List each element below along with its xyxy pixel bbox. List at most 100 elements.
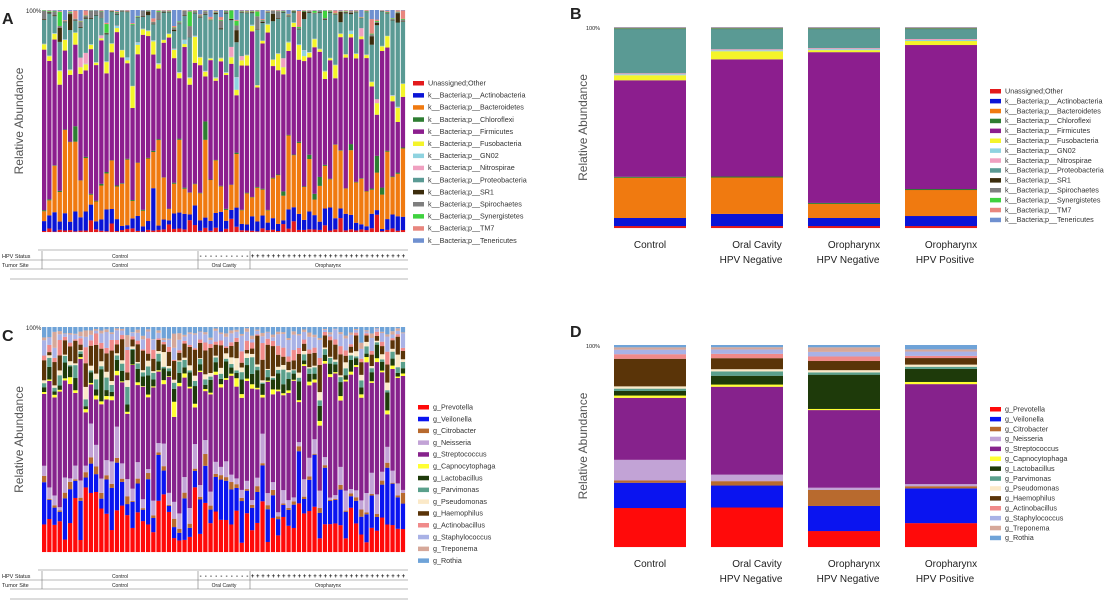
bar-segment-unassigned-other: [354, 230, 359, 233]
hpv-status-mark: +: [303, 574, 307, 580]
bar-segment-g-parvimonas: [276, 369, 281, 374]
bar-segment-g-veilonella: [400, 503, 406, 530]
bar-segment-k-bacteria-p-firmicutes: [94, 65, 99, 201]
bar-segment-g-haemophilus: [156, 339, 161, 352]
bar-segment-unassigned-other: [338, 218, 343, 233]
bar-segment-g-lactobacillus: [338, 382, 343, 397]
bar-segment-g-citrobacter: [229, 482, 234, 490]
bar-segment-g-haemophilus: [57, 355, 62, 371]
bar-segment-k-bacteria-p-sr1: [125, 11, 130, 13]
bar-segment-g-capnocytophaga: [99, 401, 104, 405]
legend-label: g_Staphylococcus: [433, 532, 492, 541]
bar-segment-unassigned-other: [192, 225, 198, 233]
bar-segment-g-pseudomonas: [192, 375, 198, 381]
bar-segment-g-veilonella: [322, 467, 328, 525]
bar-segment-g-haemophilus: [135, 344, 140, 362]
bar-segment-g-lactobacillus: [187, 372, 192, 387]
bar-segment-g-parvimonas: [99, 366, 104, 370]
bar-segment-g-staphylococcus: [213, 330, 218, 342]
bar-segment-g-actinobacillus: [68, 342, 73, 347]
bar-segment-g-lactobacillus: [218, 378, 224, 385]
bar-segment-k-bacteria-p-tenericutes: [260, 10, 265, 20]
bar-segment-k-bacteria-p-bacteroidetes: [260, 189, 265, 216]
bar-segment-g-staphylococcus: [130, 332, 135, 337]
bar-segment-k-bacteria-p-tm7: [385, 10, 390, 12]
bar-segment-g-rothia: [182, 327, 187, 335]
hpv-status-mark: -: [246, 574, 248, 580]
bar-segment-unassigned-other: [229, 218, 234, 233]
bar-segment-k-bacteria-p-actinobacteria: [244, 224, 250, 231]
bar-segment-g-veilonella: [120, 481, 125, 506]
bar-segment-k-bacteria-p-actinobacteria: [395, 216, 400, 231]
bar-segment-g-treponema: [161, 338, 166, 341]
bar-segment-g-pseudomonas: [125, 380, 130, 387]
bar-segment-g-prevotella: [317, 538, 322, 553]
bar-segment-unassigned-other: [302, 229, 307, 233]
bar-segment-g-streptococcus: [166, 376, 172, 493]
bar-segment-g-capnocytophaga: [328, 374, 333, 378]
bar-segment-k-bacteria-p-bacteroidetes: [172, 183, 177, 214]
bar-segment-g-actinobacillus: [286, 356, 291, 362]
tumor-site-group: Oropharynx: [315, 583, 342, 589]
bar-segment-k-bacteria-p-fusobacteria: [151, 41, 156, 55]
bar-segment-k-bacteria-p-fusobacteria: [328, 58, 333, 61]
bar-segment-k-bacteria-p-chloroflexi: [172, 182, 177, 184]
bar-segment-g-neisseria: [265, 493, 270, 506]
bar-segment-g-prevotella: [380, 517, 385, 553]
legend-swatch: [413, 129, 424, 134]
bar-segment-g-parvimonas: [208, 376, 213, 380]
hpv-status-mark: +: [381, 574, 385, 580]
bar-segment-g-streptococcus: [177, 386, 182, 514]
bar-segment-g-citrobacter: [322, 465, 328, 468]
bar-segment-k-bacteria-p-bacteroidetes: [99, 185, 104, 220]
legend-swatch: [413, 153, 424, 159]
legend-swatch: [990, 188, 1001, 193]
bar-segment-g-veilonella: [203, 465, 208, 503]
bar-segment-g-veilonella: [286, 509, 291, 526]
bar-segment-k-bacteria-p-fusobacteria: [172, 49, 177, 59]
bar-segment-k-bacteria-p-chloroflexi: [130, 199, 135, 201]
bar-segment-g-staphylococcus: [276, 334, 281, 346]
bar-segment-g-staphylococcus: [614, 349, 686, 355]
bar-segment-k-bacteria-p-fusobacteria: [218, 58, 224, 62]
bar-segment-k-bacteria-p-fusobacteria: [182, 44, 187, 48]
bar-segment-k-bacteria-p-proteobacteria: [135, 17, 140, 43]
bar-segment-k-bacteria-p-bacteroidetes: [359, 178, 364, 225]
bar-segment-g-lactobacillus: [151, 379, 156, 387]
bar-segment-g-haemophilus: [83, 363, 88, 387]
hpv-status-mark: +: [251, 254, 255, 260]
bar-segment-k-bacteria-p-firmicutes: [286, 50, 291, 135]
bar-segment-k-bacteria-p-bacteroidetes: [250, 197, 255, 217]
bar-segment-k-bacteria-p-gn02: [187, 77, 192, 79]
bar-segment-g-capnocytophaga: [151, 386, 156, 388]
bar-segment-k-bacteria-p-firmicutes: [73, 44, 78, 127]
bar-segment-k-bacteria-p-bacteroidetes: [286, 135, 291, 210]
bar-segment-k-bacteria-p-gn02: [224, 72, 229, 73]
bar-segment-g-streptococcus: [229, 375, 234, 475]
bar-segment-k-bacteria-p-chloroflexi: [114, 185, 120, 187]
bar-segment-k-bacteria-p-spirochaetes: [198, 15, 203, 18]
bar-segment-g-lactobacillus: [905, 368, 977, 382]
bar-segment-k-bacteria-p-actinobacteria: [125, 225, 130, 229]
bar-segment-k-bacteria-p-proteobacteria: [52, 16, 57, 34]
bar-segment-k-bacteria-p-firmicutes: [291, 26, 296, 155]
bar-segment-k-bacteria-p-proteobacteria: [156, 19, 161, 64]
bar-segment-g-rothia: [808, 345, 880, 348]
bar-segment-g-rothia: [255, 327, 260, 330]
bar-segment-g-citrobacter: [276, 516, 281, 520]
bar-segment-g-parvimonas: [354, 356, 359, 359]
hpv-status-mark: +: [251, 574, 255, 580]
bar-segment-k-bacteria-p-tenericutes: [177, 10, 182, 22]
bar-segment-g-actinobacillus: [94, 333, 99, 345]
bar-segment-k-bacteria-p-actinobacteria: [354, 222, 359, 231]
bar-segment-k-bacteria-p-bacteroidetes: [177, 139, 182, 213]
bar-segment-k-bacteria-p-tenericutes: [234, 10, 239, 20]
bar-segment-g-haemophilus: [250, 348, 255, 354]
bar-segment-k-bacteria-p-gn02: [395, 107, 400, 108]
bar-segment-g-prevotella: [808, 531, 880, 548]
hpv-status-mark: +: [256, 254, 260, 260]
legend-label: g_Haemophilus: [1005, 494, 1055, 503]
bar-segment-g-haemophilus: [130, 339, 135, 347]
bar-segment-g-capnocytophaga: [213, 371, 218, 375]
bar-segment-g-citrobacter: [47, 498, 52, 500]
